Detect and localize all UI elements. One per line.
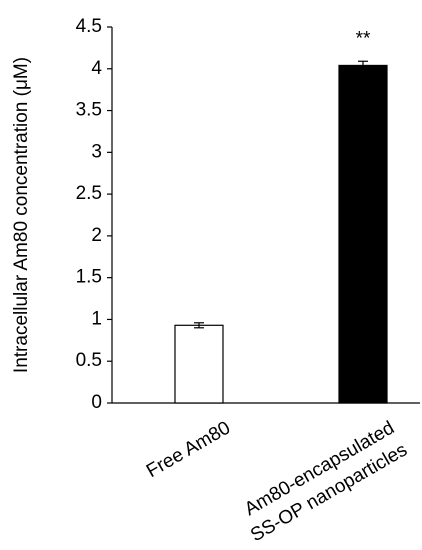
x-tick-label: Free Am80	[143, 417, 234, 482]
y-tick-label: 4	[91, 58, 102, 79]
significance-annotation: **	[356, 28, 371, 49]
y-tick-label: 0.5	[76, 350, 102, 371]
y-tick-label: 3	[91, 141, 102, 162]
y-tick-label: 1	[91, 308, 102, 329]
bar	[338, 64, 388, 404]
y-tick-label: 4.5	[76, 16, 102, 37]
y-tick-label: 1.5	[76, 267, 102, 288]
bar	[174, 324, 224, 404]
y-tick-label: 0	[91, 392, 102, 413]
y-tick-label: 2.5	[76, 183, 102, 204]
y-axis-label: Intracellular Am80 concentration (μM)	[11, 57, 32, 373]
y-tick-label: 3.5	[76, 100, 102, 121]
y-tick-label: 2	[91, 225, 102, 246]
